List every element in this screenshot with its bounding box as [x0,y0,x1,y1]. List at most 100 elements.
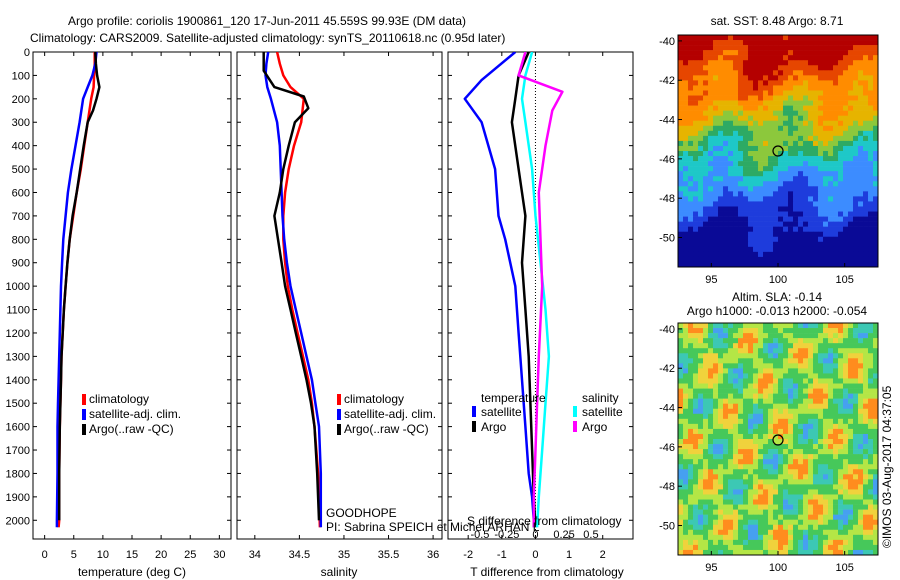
map-cell [858,484,864,490]
map-cell [718,474,724,480]
map-cell [863,393,869,399]
map-cell [763,549,769,556]
map-cell [728,70,734,76]
map-cell [843,226,849,232]
map-cell [788,519,794,526]
map-cell [808,464,814,470]
map-cell [708,261,714,268]
map-cell [698,206,704,212]
map-cell [758,378,764,384]
map-cell [683,474,689,480]
map-cell [823,328,829,334]
map-cell [728,171,734,177]
map-cell [698,423,704,430]
map-cell [833,333,839,339]
map-cell [693,408,699,415]
map-cell [743,413,749,420]
map-cell [683,145,689,152]
map-cell [708,231,714,238]
map-cell [853,459,859,465]
map-cell [843,251,849,258]
map-cell [793,514,799,520]
map-cell [773,519,779,526]
map-cell [828,343,834,349]
map-cell [868,464,874,470]
map-cell [773,348,779,354]
map-cell [813,449,819,455]
map-cell [863,534,869,541]
map-cell [863,368,869,374]
map-cell [763,408,769,415]
x-tick-label: 34 [249,549,261,561]
map-cell [858,40,864,46]
map-cell [868,539,874,546]
map-cell [863,549,869,556]
map-cell [823,216,829,222]
map-cell [708,403,714,410]
map-cell [763,378,769,384]
map-cell [718,504,724,510]
map-cell [708,95,714,101]
map-cell [773,211,779,217]
map-cell [763,55,769,61]
map-cell [728,95,734,101]
map-cell [723,130,729,137]
map-cell [728,40,734,46]
map-cell [748,140,754,147]
map-cell [823,236,829,243]
map-cell [678,246,684,253]
map-cell [763,236,769,243]
map-cell [688,383,694,389]
map-cell [868,494,874,500]
map-cell [728,378,734,384]
map-cell [708,519,714,526]
map-cell [743,323,749,329]
map-cell [758,393,764,399]
map-cell [853,368,859,374]
map-cell [778,105,784,111]
map-cell [718,454,724,460]
map-cell [698,408,704,415]
map-cell [763,509,769,515]
map-cell [743,444,749,450]
map-cell [703,156,709,162]
map-cell [718,328,724,334]
map-cell [773,338,779,344]
map-cell [723,524,729,531]
map-cell [793,323,799,329]
map-cell [698,241,704,248]
y-tick-label: -48 [659,193,675,205]
map-cell [863,140,869,147]
map-cell [718,343,724,349]
map-cell [788,246,794,253]
map-cell [758,65,764,71]
map-cell [753,246,759,253]
map-cell [803,85,809,91]
map-cell [723,110,729,116]
map-cell [788,140,794,147]
float-pi: PI: Sabrina SPEICH et Michel ARHAN L [326,520,540,534]
map-cell [718,509,724,515]
map-cell [743,348,749,354]
map-cell [688,544,694,551]
map-cell [848,145,854,152]
map-cell [823,494,829,500]
map-cell [778,328,784,334]
map-cell [743,241,749,248]
map-cell [728,348,734,354]
map-cell [828,135,834,142]
map-cell [838,353,844,359]
map-cell [708,226,714,232]
map-cell [848,130,854,137]
map-cell [778,418,784,425]
map-cell [678,504,684,510]
map-cell [808,449,814,455]
map-cell [703,433,709,440]
map-cell [713,211,719,217]
map-cell [828,393,834,399]
map-cell [758,408,764,415]
map-cell [778,378,784,384]
map-cell [703,171,709,177]
map-cell [783,549,789,556]
map-cell [858,413,864,420]
